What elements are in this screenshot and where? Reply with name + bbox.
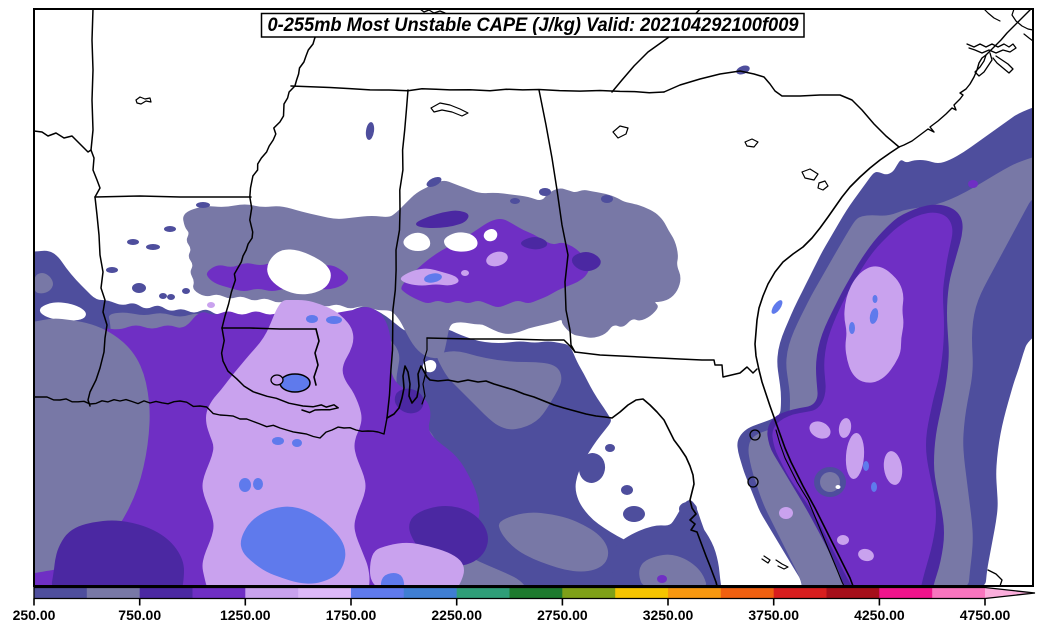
svg-text:250.00: 250.00 [13,607,56,623]
svg-text:4250.00: 4250.00 [854,607,905,623]
svg-text:3250.00: 3250.00 [643,607,694,623]
svg-text:0-255mb Most Unstable CAPE (J/: 0-255mb Most Unstable CAPE (J/kg) Valid:… [268,15,799,36]
svg-text:2750.00: 2750.00 [537,607,588,623]
svg-text:1750.00: 1750.00 [326,607,377,623]
svg-text:4750.00: 4750.00 [960,607,1011,623]
svg-text:2250.00: 2250.00 [431,607,482,623]
svg-text:750.00: 750.00 [118,607,161,623]
svg-text:3750.00: 3750.00 [748,607,799,623]
svg-text:1250.00: 1250.00 [220,607,271,623]
